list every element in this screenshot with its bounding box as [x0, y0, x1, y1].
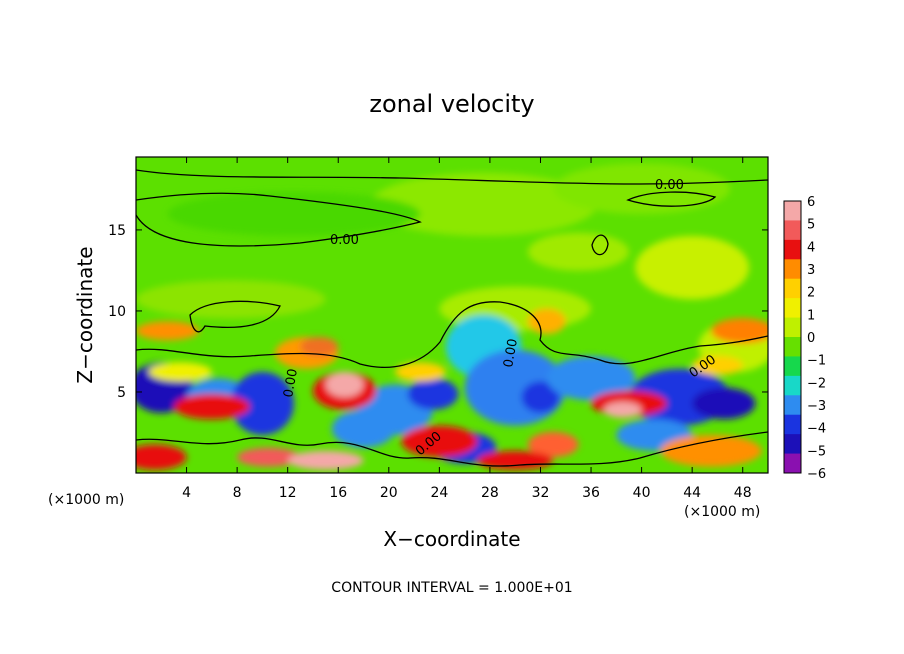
colorbar-tick-label: 0 — [807, 331, 815, 346]
colorbar-swatch — [784, 278, 801, 299]
colorbar-swatch — [784, 317, 801, 338]
y-axis-ticks: 5 10 15 — [108, 223, 768, 401]
field-patch — [230, 371, 294, 436]
field-patch — [173, 394, 250, 420]
colorbar-tick-label: 3 — [807, 263, 815, 278]
y-tick-label: 15 — [108, 223, 126, 239]
contour-closed-left — [189, 300, 281, 333]
colorbar-swatch — [784, 259, 801, 280]
colorbar-swatch — [784, 356, 801, 377]
plot-frame — [135, 156, 769, 474]
field-patch — [287, 450, 364, 470]
field-patch — [136, 444, 187, 470]
y-axis-title: Z−coordinate — [73, 246, 97, 383]
x-tick-label: 8 — [233, 485, 242, 501]
colorbar: 6 5 4 3 2 1 0 −1 −2 −3 −4 −5 −6 — [783, 195, 826, 482]
colorbar-tick-label: −6 — [807, 467, 826, 482]
field-patch — [553, 163, 731, 214]
x-tick-label: 12 — [279, 485, 297, 501]
colorbar-tick-label: −4 — [807, 422, 826, 437]
x-tick-label: 36 — [582, 485, 600, 501]
colorbar-tick-label: −5 — [807, 444, 826, 459]
field-patch — [407, 378, 459, 410]
field-patch — [692, 387, 756, 420]
field-patch — [331, 409, 396, 448]
contour-closed-right — [626, 191, 717, 207]
x-tick-label: 40 — [633, 485, 651, 501]
colorbar-swatch — [784, 239, 801, 260]
x-tick-label: 24 — [430, 485, 448, 501]
colorbar-tick-label: −1 — [807, 354, 826, 369]
contour-upper — [136, 169, 768, 185]
x-axis-ticks: 4 8 12 16 20 24 28 32 36 40 44 48 — [182, 157, 752, 501]
colorbar-swatch — [784, 298, 801, 319]
field-patch — [369, 172, 598, 236]
y-tick-label: 5 — [117, 385, 126, 401]
x-tick-label: 4 — [182, 485, 191, 501]
x-tick-label: 44 — [683, 485, 701, 501]
field-patch — [477, 450, 554, 470]
contour-bottom — [136, 431, 768, 467]
contour-interval-note: CONTOUR INTERVAL = 1.000E+01 — [331, 580, 572, 596]
field-patch — [527, 308, 566, 334]
colorbar-swatch — [784, 395, 801, 416]
contour-closed-small — [591, 234, 609, 256]
colorbar-tick-label: 6 — [807, 195, 815, 210]
colorbar-tick-label: −3 — [807, 399, 826, 414]
colorbar-tick-label: −2 — [807, 376, 826, 391]
field-patch — [546, 356, 636, 401]
field-patch — [527, 232, 629, 271]
contour-labels: 0.00 0.00 0.00 0.00 0.00 0.00 — [281, 178, 719, 459]
y-tick-label: 10 — [108, 304, 126, 320]
field-patch — [136, 321, 200, 341]
contour-label-3: 0.00 — [281, 368, 301, 399]
colorbar-swatch — [784, 220, 801, 241]
field-patch — [521, 381, 560, 413]
heatmap-field — [136, 157, 768, 473]
colorbar-swatch — [784, 375, 801, 396]
contour-label-4: 0.00 — [501, 338, 521, 369]
x-tick-label: 48 — [734, 485, 752, 501]
colorbar-swatch — [784, 414, 801, 435]
zero-contours — [136, 169, 768, 467]
colorbar-tick-label: 2 — [807, 286, 815, 301]
x-tick-label: 16 — [329, 485, 347, 501]
field-patch — [401, 425, 478, 458]
field-patch — [660, 435, 762, 467]
field-patch — [325, 371, 364, 398]
field-patch — [148, 362, 212, 382]
colorbar-swatch — [784, 337, 801, 357]
colorbar-frame — [783, 200, 802, 474]
field-patch — [527, 431, 579, 458]
field-patch — [692, 356, 743, 376]
colorbar-swatch — [784, 434, 801, 455]
x-tick-label: 32 — [532, 485, 550, 501]
x-tick-label: 28 — [481, 485, 499, 501]
colorbar-swatch — [784, 201, 801, 221]
x-unit-label-left: (×1000 m) — [48, 492, 124, 508]
contour-mid — [136, 192, 422, 247]
field-patch — [300, 337, 339, 357]
x-unit-label-right: (×1000 m) — [684, 504, 760, 520]
field-patch — [603, 401, 642, 418]
field-patch — [711, 318, 768, 344]
field-patch — [635, 236, 750, 300]
contour-lower — [136, 301, 768, 368]
x-axis-title: X−coordinate — [383, 527, 520, 551]
colorbar-tick-label: 4 — [807, 240, 815, 255]
field-patch — [395, 362, 446, 382]
field-patch — [237, 447, 301, 467]
colorbar-swatch — [784, 453, 801, 474]
chart-title: zonal velocity — [369, 90, 534, 118]
field-patch — [167, 191, 421, 237]
field-patch — [136, 280, 326, 319]
colorbar-tick-label: 1 — [807, 308, 815, 323]
x-tick-label: 20 — [380, 485, 398, 501]
contour-label-2: 0.00 — [330, 233, 359, 248]
contour-label-1: 0.00 — [655, 178, 684, 193]
colorbar-tick-label: 5 — [807, 218, 815, 233]
field-patches — [136, 163, 768, 470]
